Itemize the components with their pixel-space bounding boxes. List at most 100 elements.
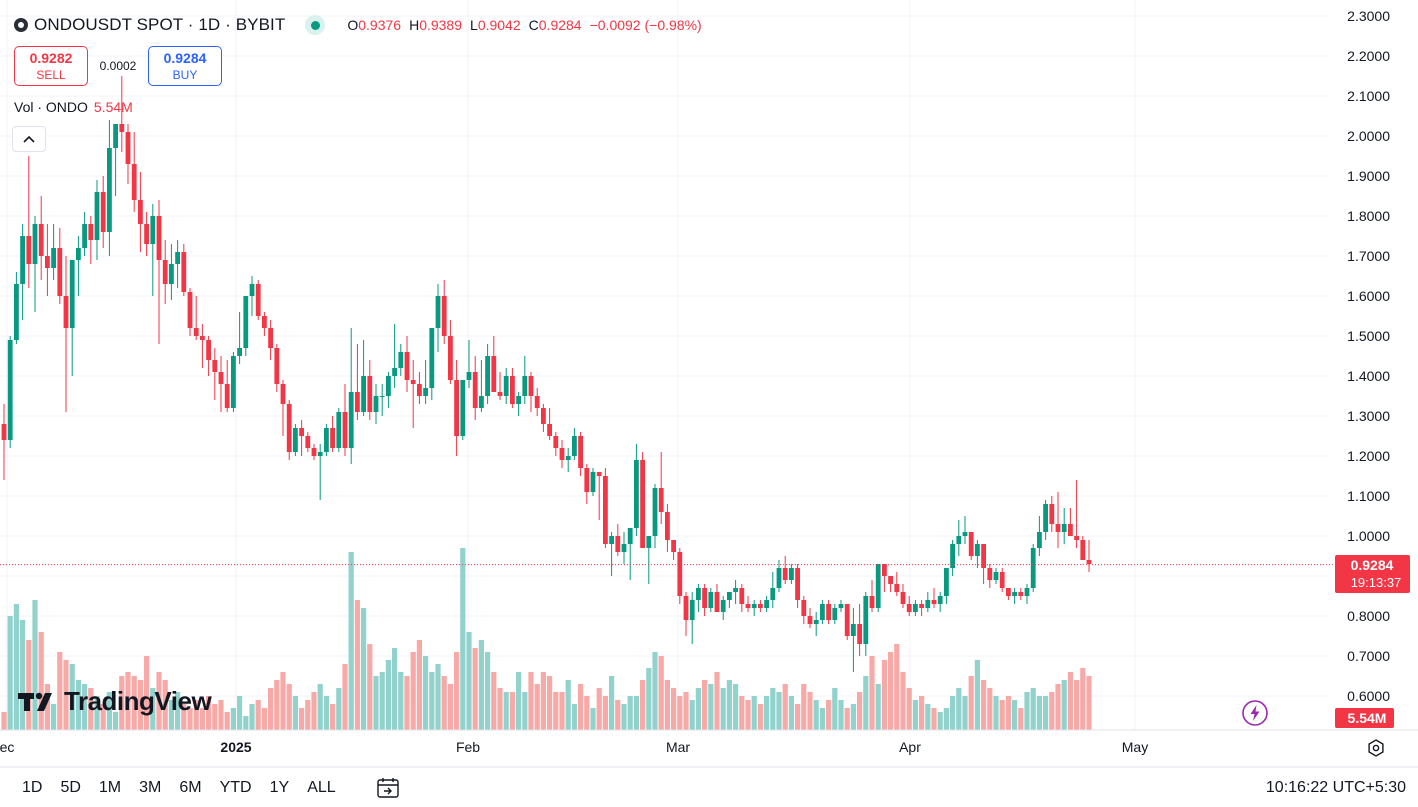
volume-bar [764, 696, 770, 730]
volume-bar [782, 684, 788, 730]
range-ytd[interactable]: YTD [219, 778, 252, 796]
candle [609, 532, 614, 576]
volume-bar [466, 632, 472, 730]
candle [981, 544, 986, 584]
candle [900, 584, 906, 608]
range-5d[interactable]: 5D [60, 778, 81, 796]
volume-bar [757, 704, 763, 730]
candle [497, 372, 503, 400]
volume-bar [888, 652, 894, 730]
volume-bar [404, 676, 410, 730]
bolt-icon[interactable] [1242, 700, 1268, 726]
candle [212, 348, 218, 400]
volume-bar [813, 700, 819, 730]
volume-bar [726, 680, 732, 730]
volume-bar [528, 672, 534, 730]
candle [503, 368, 509, 404]
candle [683, 592, 689, 636]
volume-bar [237, 696, 243, 730]
calendar-goto-icon[interactable] [375, 776, 401, 800]
candle [386, 372, 391, 408]
candle [82, 212, 87, 256]
collapse-legend-button[interactable] [12, 126, 46, 152]
volume-bar [125, 672, 131, 730]
volume-bar [633, 696, 639, 730]
candle [751, 600, 757, 616]
candle [100, 176, 106, 248]
volume-bar [144, 656, 150, 730]
range-3m[interactable]: 3M [139, 778, 162, 796]
volume-bar [621, 704, 627, 730]
sell-button[interactable]: 0.9282 SELL [14, 46, 88, 86]
candle [720, 596, 726, 620]
candle [937, 592, 943, 612]
volume-legend[interactable]: Vol · ONDO 5.54M [14, 99, 133, 115]
volume-bar [739, 696, 745, 730]
candle [528, 372, 534, 412]
buy-label: BUY [172, 68, 198, 82]
tradingview-mark-icon [18, 692, 52, 711]
candle [696, 584, 701, 612]
volume-bar [100, 704, 106, 730]
volume-bar [912, 700, 918, 730]
range-all[interactable]: ALL [307, 778, 336, 796]
candle [534, 388, 540, 416]
candle [274, 344, 280, 392]
chevron-up-icon [23, 135, 35, 143]
candle [200, 324, 205, 368]
volume-bar [7, 616, 13, 730]
gear-icon[interactable] [1366, 738, 1386, 758]
volume-bar [423, 656, 429, 730]
range-6m[interactable]: 6M [179, 778, 202, 796]
volume-bar [20, 620, 26, 730]
volume-bar [695, 688, 701, 730]
candle [634, 444, 639, 536]
range-1d[interactable]: 1D [22, 778, 43, 796]
candle [1061, 508, 1067, 544]
candle [950, 540, 955, 576]
volume-bar [522, 692, 528, 730]
volume-bar [671, 688, 677, 730]
time-tick-label: Apr [899, 739, 921, 755]
buy-button[interactable]: 0.9284 BUY [148, 46, 222, 86]
volume-bar [485, 652, 491, 730]
candle [1080, 536, 1086, 560]
candle [1024, 584, 1030, 604]
candle [615, 524, 621, 556]
volume-bar [416, 640, 422, 730]
volume-bar [181, 704, 187, 730]
range-1y[interactable]: 1Y [269, 778, 290, 796]
volume-bar [708, 684, 714, 730]
volume-bar [919, 696, 925, 730]
candle [888, 576, 893, 592]
volume-bar [497, 688, 503, 730]
range-1m[interactable]: 1M [98, 778, 122, 796]
volume-bar [1049, 692, 1055, 730]
candle [293, 424, 298, 456]
candle [491, 336, 497, 392]
volume-bar [819, 708, 825, 730]
timezone-clock[interactable]: 10:16:22 UTC+5:30 [1265, 779, 1406, 796]
candle [125, 124, 131, 184]
volume-bar [1061, 680, 1067, 730]
symbol-title[interactable]: ONDOUSDT SPOT · 1D · BYBIT [34, 15, 286, 34]
candle [559, 440, 565, 468]
volume-bar [1086, 676, 1092, 730]
price-axis[interactable]: 2.3000 2.2000 2.1000 2.0000 1.9000 1.8000 1.70… [1347, 8, 1390, 704]
candle [119, 76, 125, 152]
time-axis[interactable]: ec 2025 Feb Mar Apr May [0, 739, 1148, 755]
volume-bar [788, 696, 794, 730]
price-tick-label: 0.8000 [1347, 608, 1390, 624]
candle [832, 604, 838, 624]
volume-bar [509, 692, 515, 730]
volume-bar [640, 680, 646, 730]
volume-bar [875, 684, 881, 730]
candle [255, 280, 261, 320]
candle [423, 360, 428, 404]
candle [286, 400, 292, 460]
time-tick-label: ec [0, 739, 14, 755]
volume-bar [869, 656, 875, 730]
volume-bar [863, 676, 869, 730]
candle [782, 556, 788, 584]
